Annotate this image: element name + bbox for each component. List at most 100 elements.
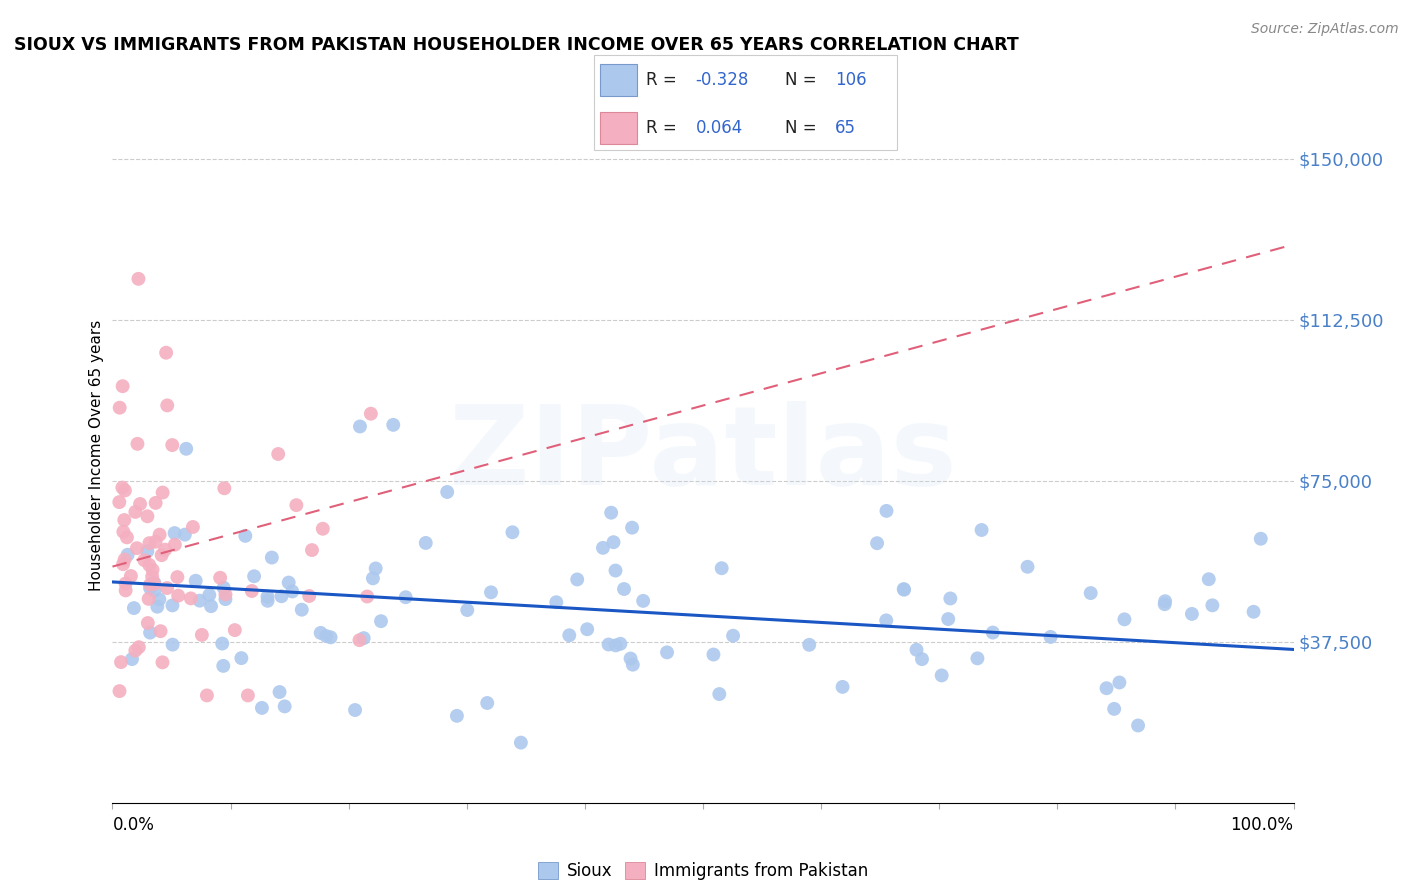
Point [315, 629, 337, 643]
Point [114, 583, 136, 598]
Point [710, 561, 733, 575]
Point [141, 569, 163, 583]
Point [631, 594, 654, 608]
Point [145, 496, 167, 510]
Point [110, 655, 132, 669]
Point [108, 401, 131, 415]
Point [281, 584, 304, 599]
Point [111, 379, 134, 393]
Point [256, 590, 278, 604]
Point [129, 497, 152, 511]
Point [1102, 702, 1125, 716]
Point [567, 573, 589, 587]
Text: 0.064: 0.064 [696, 120, 742, 137]
Point [142, 563, 165, 577]
Point [111, 481, 134, 495]
Point [108, 684, 131, 698]
Point [893, 582, 915, 596]
Point [250, 701, 273, 715]
Point [270, 589, 292, 603]
Point [112, 513, 135, 527]
Point [139, 625, 162, 640]
Point [319, 630, 342, 644]
Point [799, 638, 821, 652]
Point [981, 625, 1004, 640]
Point [143, 575, 166, 590]
Text: 65: 65 [835, 120, 856, 137]
Point [911, 652, 934, 666]
Point [558, 628, 581, 642]
Text: Source: ZipAtlas.com: Source: ZipAtlas.com [1251, 22, 1399, 37]
Point [602, 535, 624, 549]
Point [1095, 681, 1118, 696]
Point [174, 442, 197, 456]
Point [195, 689, 218, 703]
Point [970, 523, 993, 537]
Point [592, 541, 614, 555]
Text: R =: R = [647, 71, 682, 89]
Point [124, 643, 146, 657]
Point [1039, 630, 1062, 644]
Point [360, 407, 382, 421]
Point [156, 398, 179, 412]
Point [184, 574, 207, 588]
Point [162, 599, 184, 613]
Point [966, 651, 988, 665]
Text: R =: R = [647, 120, 682, 137]
Point [546, 595, 568, 609]
Point [721, 629, 744, 643]
Point [875, 613, 897, 627]
Point [125, 541, 148, 556]
Bar [600, 112, 637, 144]
Point [1080, 586, 1102, 600]
Point [152, 656, 174, 670]
Point [163, 526, 186, 541]
Point [456, 603, 478, 617]
Point [146, 599, 169, 614]
Point [167, 589, 190, 603]
Text: 106: 106 [835, 71, 866, 89]
Text: ZIPatlas: ZIPatlas [449, 401, 957, 508]
Point [214, 587, 236, 601]
Point [209, 571, 232, 585]
Point [173, 527, 195, 541]
Point [156, 581, 179, 595]
Point [702, 648, 724, 662]
Point [212, 581, 235, 595]
Point [1154, 594, 1177, 608]
Point [155, 345, 177, 359]
Point [149, 624, 172, 639]
Point [117, 548, 139, 562]
Point [112, 557, 135, 571]
Point [269, 685, 291, 699]
Point [136, 509, 159, 524]
Point [1250, 532, 1272, 546]
Point [415, 536, 437, 550]
Point [180, 591, 202, 606]
Point [1198, 572, 1220, 586]
Point [143, 583, 166, 598]
Point [931, 668, 953, 682]
Point [600, 506, 623, 520]
Point [243, 569, 266, 583]
Point [181, 520, 204, 534]
Point [1126, 718, 1149, 732]
Point [709, 687, 731, 701]
Point [436, 485, 458, 500]
Point [353, 631, 375, 645]
Point [509, 736, 531, 750]
Point [349, 633, 371, 648]
Point [1108, 675, 1130, 690]
Point [382, 417, 405, 432]
Point [134, 553, 156, 567]
Text: -0.328: -0.328 [696, 71, 749, 89]
Point [301, 543, 323, 558]
Point [224, 623, 246, 637]
Point [112, 524, 135, 539]
Text: SIOUX VS IMMIGRANTS FROM PAKISTAN HOUSEHOLDER INCOME OVER 65 YEARS CORRELATION C: SIOUX VS IMMIGRANTS FROM PAKISTAN HOUSEH… [14, 36, 1019, 54]
Point [370, 614, 392, 628]
Point [361, 571, 384, 585]
Point [145, 534, 167, 549]
Point [619, 651, 641, 665]
Text: N =: N = [786, 71, 823, 89]
